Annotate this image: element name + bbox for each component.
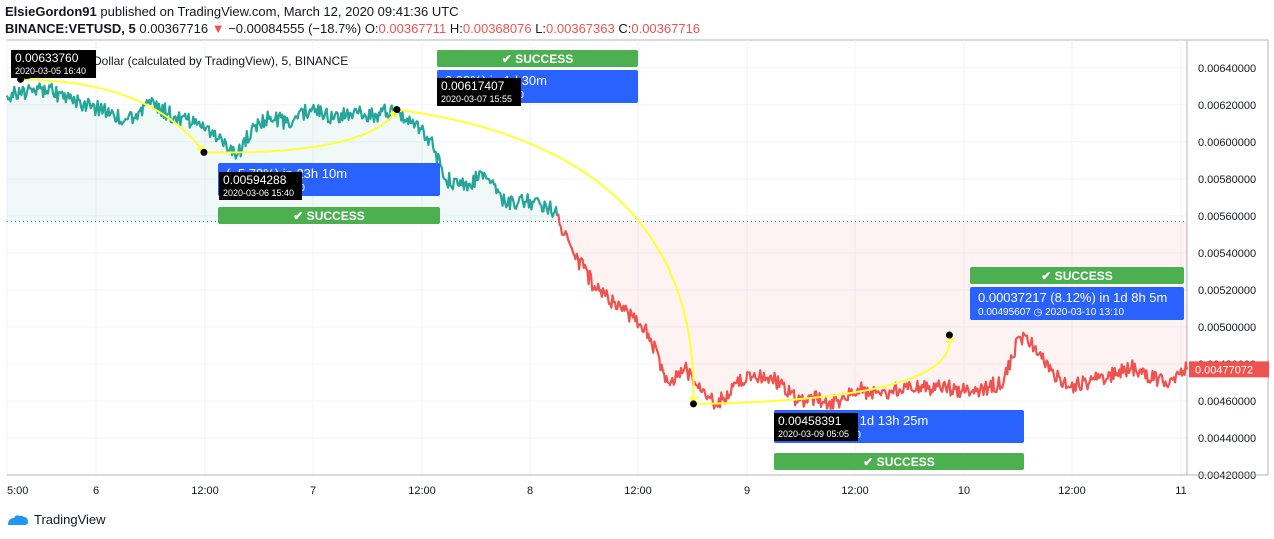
- x-tick-label: 10: [958, 485, 970, 497]
- x-tick-label: 12:00: [624, 485, 652, 497]
- marker-time: 2020-03-06 15:40: [223, 188, 294, 198]
- current-price-tag: [1189, 361, 1269, 378]
- brand-text: TradingView: [34, 512, 106, 527]
- marker-label-3: [774, 413, 858, 441]
- y-tick-label: 0.00600000: [1198, 137, 1256, 149]
- price-line-up: [5, 82, 559, 218]
- author-name[interactable]: ElsieGordon91: [5, 4, 97, 19]
- x-tick-label: 11: [1175, 485, 1186, 497]
- success-badge: [437, 50, 638, 67]
- projection-arrow: [396, 108, 695, 404]
- projection-arrow: [693, 334, 951, 405]
- projection-arrow: [203, 109, 398, 154]
- projection-end: 0.00495607 ◷ 2020-03-10 13:10: [978, 307, 1125, 318]
- published-text: published on TradingView.com, March 12, …: [100, 4, 459, 19]
- down-arrow-icon: ▼: [211, 21, 225, 36]
- x-tick-label: 8: [527, 485, 533, 497]
- marker-point: [689, 400, 697, 408]
- marker-point: [393, 106, 401, 114]
- projection-change: 0.00037217 (8.12%) in 1d 8h 5m: [978, 290, 1167, 305]
- symbol-label: BINANCE:VETUSD, 5: [5, 21, 136, 36]
- marker-time: 2020-03-07 15:55: [441, 94, 512, 104]
- open-label: O:: [364, 21, 379, 36]
- last-value: 0.00367716: [139, 21, 209, 36]
- publish-info: ElsieGordon91 published on TradingView.c…: [5, 4, 459, 19]
- success-label: ✔ SUCCESS: [1041, 269, 1112, 283]
- chart-title: Dollar (calculated by TradingView), 5, B…: [93, 54, 348, 68]
- y-tick-label: 0.00460000: [1198, 396, 1256, 408]
- marker-label-2: [437, 78, 521, 106]
- marker-price: 0.00594288: [223, 173, 287, 187]
- marker-price: 0.00458391: [778, 414, 842, 428]
- x-tick-label: 12:00: [841, 485, 869, 497]
- marker-label-1: [219, 172, 302, 200]
- marker-price: 0.00617407: [441, 79, 505, 93]
- low-label: L:: [535, 21, 547, 36]
- change-value: −0.00084555 (−18.7%): [228, 21, 362, 36]
- high-value: 0.00368076: [462, 21, 532, 36]
- success-label: ✔ SUCCESS: [863, 455, 934, 469]
- high-label: H:: [449, 21, 463, 36]
- y-tick-label: 0.00540000: [1198, 248, 1256, 260]
- y-tick-label: 0.00500000: [1198, 322, 1256, 334]
- success-badge: [970, 267, 1184, 284]
- x-tick-label: 5:00: [7, 485, 28, 497]
- success-label: ✔ SUCCESS: [502, 52, 573, 66]
- ohlc-legend: BINANCE:VETUSD, 5 0.00367716 ▼ −0.000845…: [5, 21, 700, 36]
- marker-point: [17, 75, 25, 83]
- success-badge: [774, 453, 1024, 470]
- area-below-baseline: [7, 221, 1187, 405]
- projection-box-4: [970, 287, 1184, 320]
- projection-arrow: [20, 78, 205, 153]
- x-tick-label: 12:00: [191, 485, 219, 497]
- y-tick-label: 0.00620000: [1198, 100, 1256, 112]
- y-tick-label: 0.00520000: [1198, 285, 1256, 297]
- marker-time: 2020-03-05 16:40: [15, 66, 86, 76]
- tradingview-brand[interactable]: TradingView: [6, 512, 106, 527]
- success-badge: [218, 207, 440, 224]
- marker-point: [200, 148, 208, 156]
- current-price-label: 0.00477072: [1195, 364, 1253, 376]
- x-tick-label: 7: [310, 485, 316, 497]
- marker-price: 0.00633760: [15, 51, 79, 65]
- open-value: 0.00367711: [378, 21, 447, 36]
- y-tick-label: 0.00640000: [1198, 63, 1256, 75]
- marker-point: [945, 331, 953, 339]
- x-tick-label: 9: [744, 485, 750, 497]
- x-tick-label: 12:00: [408, 485, 436, 497]
- close-value: 0.00367716: [631, 21, 701, 36]
- y-tick-label: 0.00420000: [1198, 470, 1256, 482]
- y-tick-label: 0.00560000: [1198, 211, 1256, 223]
- tradingview-logo-icon: [8, 514, 28, 525]
- success-label: ✔ SUCCESS: [293, 209, 364, 223]
- y-tick-label: 0.00580000: [1198, 174, 1256, 186]
- low-value: 0.00367363: [546, 21, 615, 36]
- close-label: C:: [618, 21, 632, 36]
- marker-time: 2020-03-09 05:05: [778, 429, 849, 439]
- area-above-baseline: [7, 89, 1187, 222]
- x-tick-label: 6: [93, 485, 99, 497]
- x-tick-label: 12:00: [1058, 485, 1086, 497]
- marker-start-label: [11, 50, 96, 78]
- y-tick-label: 0.00440000: [1198, 433, 1256, 445]
